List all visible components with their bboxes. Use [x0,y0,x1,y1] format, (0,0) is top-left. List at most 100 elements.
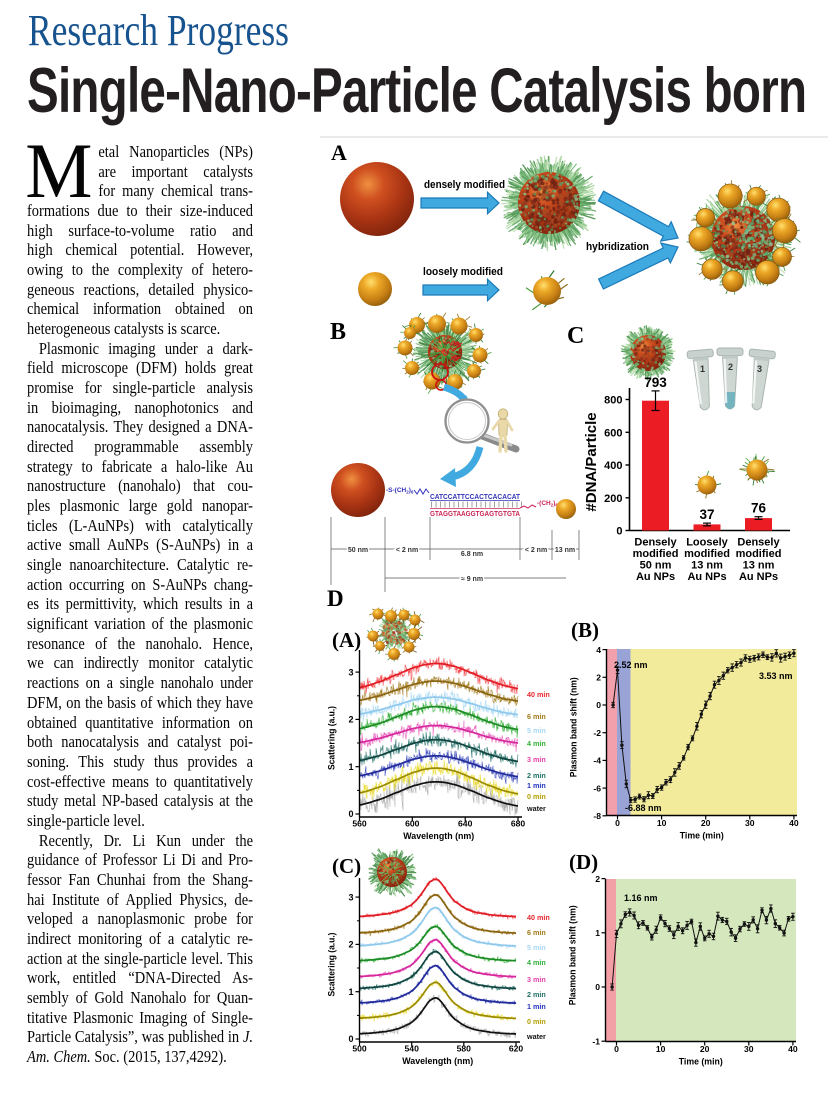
svg-text:580: 580 [457,1044,472,1054]
svg-text:1.16 nm: 1.16 nm [624,893,658,903]
svg-text:30: 30 [744,1044,754,1054]
svg-text:20: 20 [700,1044,710,1054]
svg-text:400: 400 [604,460,622,472]
svg-text:Time (min): Time (min) [679,1057,723,1068]
svg-text:modified: modified [684,548,730,560]
svg-text:4 min: 4 min [527,958,546,967]
svg-text:hybridization: hybridization [586,241,649,253]
svg-text:2: 2 [348,715,353,725]
svg-text:30: 30 [745,818,755,828]
svg-text:13 nm: 13 nm [555,547,575,554]
svg-text:50 nm: 50 nm [640,560,672,572]
svg-text:C: C [567,323,584,349]
svg-text:6.8 nm: 6.8 nm [461,551,483,558]
svg-text:2: 2 [595,874,600,884]
svg-text:-4: -4 [593,756,601,766]
svg-text:-8: -8 [593,811,601,821]
svg-text:1: 1 [348,762,353,772]
svg-text:620: 620 [509,1044,524,1054]
svg-text:-6.88 nm: -6.88 nm [625,803,662,813]
svg-text:D: D [327,586,344,611]
svg-text:1 min: 1 min [527,781,546,790]
svg-text:3.53 nm: 3.53 nm [759,671,793,681]
svg-text:Wavelength (nm): Wavelength (nm) [403,831,474,842]
svg-text:37: 37 [699,507,714,522]
svg-text:600: 600 [604,427,622,439]
svg-text:40: 40 [789,818,799,828]
svg-text:560: 560 [352,819,367,829]
svg-text:1: 1 [595,928,600,938]
svg-text:water: water [526,804,546,813]
svg-text:40: 40 [788,1044,798,1054]
svg-text:#DNA/Particle: #DNA/Particle [583,412,600,511]
svg-text:50 nm: 50 nm [348,547,368,554]
svg-text:Wavelength (nm): Wavelength (nm) [402,1056,473,1067]
svg-text:600: 600 [405,819,420,829]
svg-text:3 min: 3 min [527,975,546,984]
svg-text:40 min: 40 min [527,913,550,922]
svg-text:4: 4 [596,645,601,655]
svg-text:3: 3 [348,892,353,902]
svg-text:< 2 nm: < 2 nm [396,547,418,554]
svg-text:540: 540 [405,1044,420,1054]
svg-text:5 min: 5 min [527,943,546,952]
svg-text:1 min: 1 min [527,1002,546,1011]
svg-text:(C): (C) [332,854,361,878]
svg-text:densely modified: densely modified [424,179,505,191]
svg-text:Scattering (a.u.): Scattering (a.u.) [327,933,337,997]
svg-text:B: B [330,319,346,345]
svg-text:Plasmon band shift (nm): Plasmon band shift (nm) [568,905,578,1005]
svg-text:10: 10 [657,818,667,828]
svg-text:Densely: Densely [634,537,677,549]
svg-text:GTAGGTAAGGTGAGTGTGTA: GTAGGTAAGGTGAGTGTGTA [430,511,520,518]
svg-text:2: 2 [348,940,353,950]
svg-text:1: 1 [700,364,705,374]
svg-text:3 min: 3 min [527,755,546,764]
svg-text:3: 3 [757,364,762,374]
svg-text:Loosely: Loosely [686,537,728,549]
svg-text:(A): (A) [332,628,361,652]
svg-text:-S-(CH2)6: -S-(CH2)6 [386,487,414,495]
svg-text:10: 10 [656,1044,666,1054]
svg-text:A: A [331,140,347,165]
svg-text:Scattering (a.u.): Scattering (a.u.) [327,706,337,770]
svg-text:680: 680 [511,819,526,829]
svg-text:-6: -6 [593,783,601,793]
svg-text:793: 793 [644,375,667,390]
svg-text:0: 0 [614,1044,619,1054]
svg-text:2.52 nm: 2.52 nm [614,660,648,670]
svg-text:13 nm: 13 nm [691,560,723,572]
svg-text:640: 640 [458,819,473,829]
svg-text:0: 0 [616,526,622,538]
svg-text:Au NPs: Au NPs [687,571,726,583]
svg-text:13 nm: 13 nm [743,560,775,572]
svg-text:0 min: 0 min [527,792,546,801]
svg-text:6 min: 6 min [527,928,546,937]
svg-text:2: 2 [596,673,601,683]
svg-text:4 min: 4 min [527,739,546,748]
svg-text:Au NPs: Au NPs [636,571,675,583]
svg-text:1: 1 [348,987,353,997]
svg-text:0: 0 [615,818,620,828]
svg-text:0: 0 [596,700,601,710]
svg-text:modified: modified [736,548,782,560]
svg-text:2: 2 [728,362,733,372]
svg-text:modified: modified [633,548,679,560]
svg-text:Au NPs: Au NPs [739,571,778,583]
svg-text:200: 200 [604,493,622,505]
svg-text:76: 76 [751,501,767,516]
svg-text:(B): (B) [571,618,599,642]
svg-text:-1: -1 [592,1036,600,1046]
svg-text:6 min: 6 min [527,712,546,721]
svg-text:Plasmon band shift (nm): Plasmon band shift (nm) [569,677,579,777]
svg-text:40 min: 40 min [527,690,550,699]
svg-text:loosely modified: loosely modified [423,266,503,278]
svg-text:Time (min): Time (min) [680,831,724,842]
svg-text:water: water [526,1032,546,1041]
svg-text:20: 20 [701,818,711,828]
svg-text:500: 500 [352,1044,367,1054]
svg-text:CATCCATTCCACTCACACAT: CATCCATTCCACTCACACAT [430,494,521,501]
svg-text:≈ 9 nm: ≈ 9 nm [461,576,483,583]
svg-text:0 min: 0 min [527,1017,546,1026]
svg-text:Densely: Densely [737,537,780,549]
